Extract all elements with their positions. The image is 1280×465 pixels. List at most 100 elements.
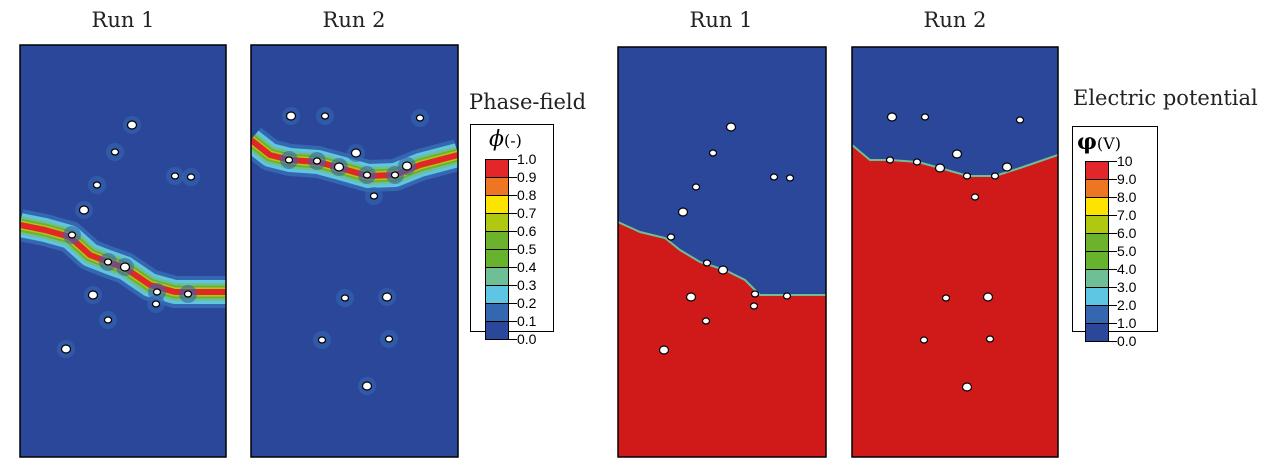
colorbar-label: 8.0 [1117, 189, 1137, 205]
particle [183, 290, 193, 298]
particle [658, 345, 670, 355]
colorbar-swatch [485, 213, 509, 232]
potential-unit: (V) [1096, 134, 1121, 153]
particle [312, 157, 322, 165]
particle [990, 172, 1000, 180]
particle [110, 148, 120, 156]
particle [284, 156, 294, 164]
particle [717, 265, 729, 275]
colorbar-label: 6.0 [1117, 225, 1137, 241]
phase-field-plot-2 [250, 44, 459, 458]
particle [725, 122, 737, 132]
particle [961, 382, 973, 392]
colorbar-swatch [485, 195, 509, 214]
particle [934, 163, 946, 173]
panel-title-potential-run2: Run 2 [923, 8, 987, 32]
particle [970, 193, 980, 201]
particle [962, 172, 972, 180]
colorbar-swatch [1085, 305, 1109, 324]
colorbar-swatch [485, 285, 509, 304]
particle [701, 317, 711, 325]
colorbar-label: 0.6 [517, 223, 537, 239]
particle [350, 148, 362, 158]
particle [401, 161, 413, 171]
particle [886, 112, 898, 122]
particle [170, 172, 180, 180]
colorbar-label: 0.2 [517, 295, 537, 311]
colorbar-swatch [1085, 323, 1109, 342]
phase-field-plot-1 [19, 44, 227, 458]
particle [369, 192, 379, 200]
particle [920, 113, 930, 121]
particle [87, 290, 99, 300]
particle [390, 171, 400, 179]
high-potential-region [852, 145, 1058, 457]
particle [60, 344, 72, 354]
particle [381, 292, 393, 302]
colorbar-label: 0.3 [517, 277, 537, 293]
particle [677, 207, 689, 217]
particle [126, 120, 138, 130]
colorbar-swatch [1085, 179, 1109, 198]
colorbar-swatch [1085, 161, 1109, 180]
particle [982, 292, 994, 302]
particle [785, 174, 795, 182]
colorbar-swatch [485, 267, 509, 286]
panel-title-phase-run2: Run 2 [322, 8, 386, 32]
particle [333, 162, 345, 172]
plot-background [251, 45, 458, 457]
colorbar-swatch [485, 159, 509, 178]
particle [951, 149, 963, 159]
panel-title-potential-run1: Run 1 [689, 8, 753, 32]
particle [340, 294, 350, 302]
particle [691, 183, 701, 191]
potential-plot-2 [851, 46, 1059, 458]
particle [317, 336, 327, 344]
colorbar-label: 7.0 [1117, 207, 1137, 223]
colorbar-label: 5.0 [1117, 243, 1137, 259]
colorbar-swatch [1085, 287, 1109, 306]
particle [685, 292, 697, 302]
colorbar-label: 3.0 [1117, 279, 1137, 295]
particle [985, 335, 995, 343]
colorbar-label: 1.0 [517, 151, 537, 167]
particle [384, 335, 394, 343]
particle [92, 181, 102, 189]
particle [186, 173, 196, 181]
particle [1001, 162, 1013, 172]
particle [361, 381, 373, 391]
particle [415, 114, 425, 122]
potential-colorbar: φ(V) 10 9.0 8.0 7.0 6.0 5.0 4.0 3.0 2.0 1.0 0.0 [1072, 126, 1158, 348]
colorbar-swatch [1085, 215, 1109, 234]
colorbar-swatch [485, 321, 509, 340]
colorbar-swatch [1085, 197, 1109, 216]
particle [941, 294, 951, 302]
colorbar-swatch [485, 231, 509, 250]
potential-legend-header: φ(V) [1077, 129, 1121, 155]
particle [1015, 116, 1025, 124]
colorbar-label: 0.9 [517, 169, 537, 185]
colorbar-label: 2.0 [1117, 297, 1137, 313]
particle [666, 233, 676, 241]
colorbar-label: 9.0 [1117, 171, 1137, 187]
potential-legend-title: Electric potential [1073, 86, 1258, 110]
plot-border [617, 46, 827, 458]
particle [285, 111, 297, 121]
particle [67, 231, 77, 239]
particle [152, 288, 162, 296]
crack-front [618, 221, 826, 296]
panel-title-phase-run1: Run 1 [91, 8, 155, 32]
colorbar-label: 0.7 [517, 205, 537, 221]
particle [103, 258, 113, 266]
particle [919, 336, 929, 344]
colorbar-label: 0.0 [1117, 333, 1137, 349]
particle [320, 112, 330, 120]
colorbar-label: 1.0 [1117, 315, 1137, 331]
colorbar-swatch [1085, 233, 1109, 252]
plot-border [851, 46, 1059, 458]
colorbar-swatch [485, 249, 509, 268]
colorbar-label: 0.1 [517, 313, 537, 329]
colorbar-swatch [1085, 251, 1109, 270]
particle [702, 259, 712, 267]
